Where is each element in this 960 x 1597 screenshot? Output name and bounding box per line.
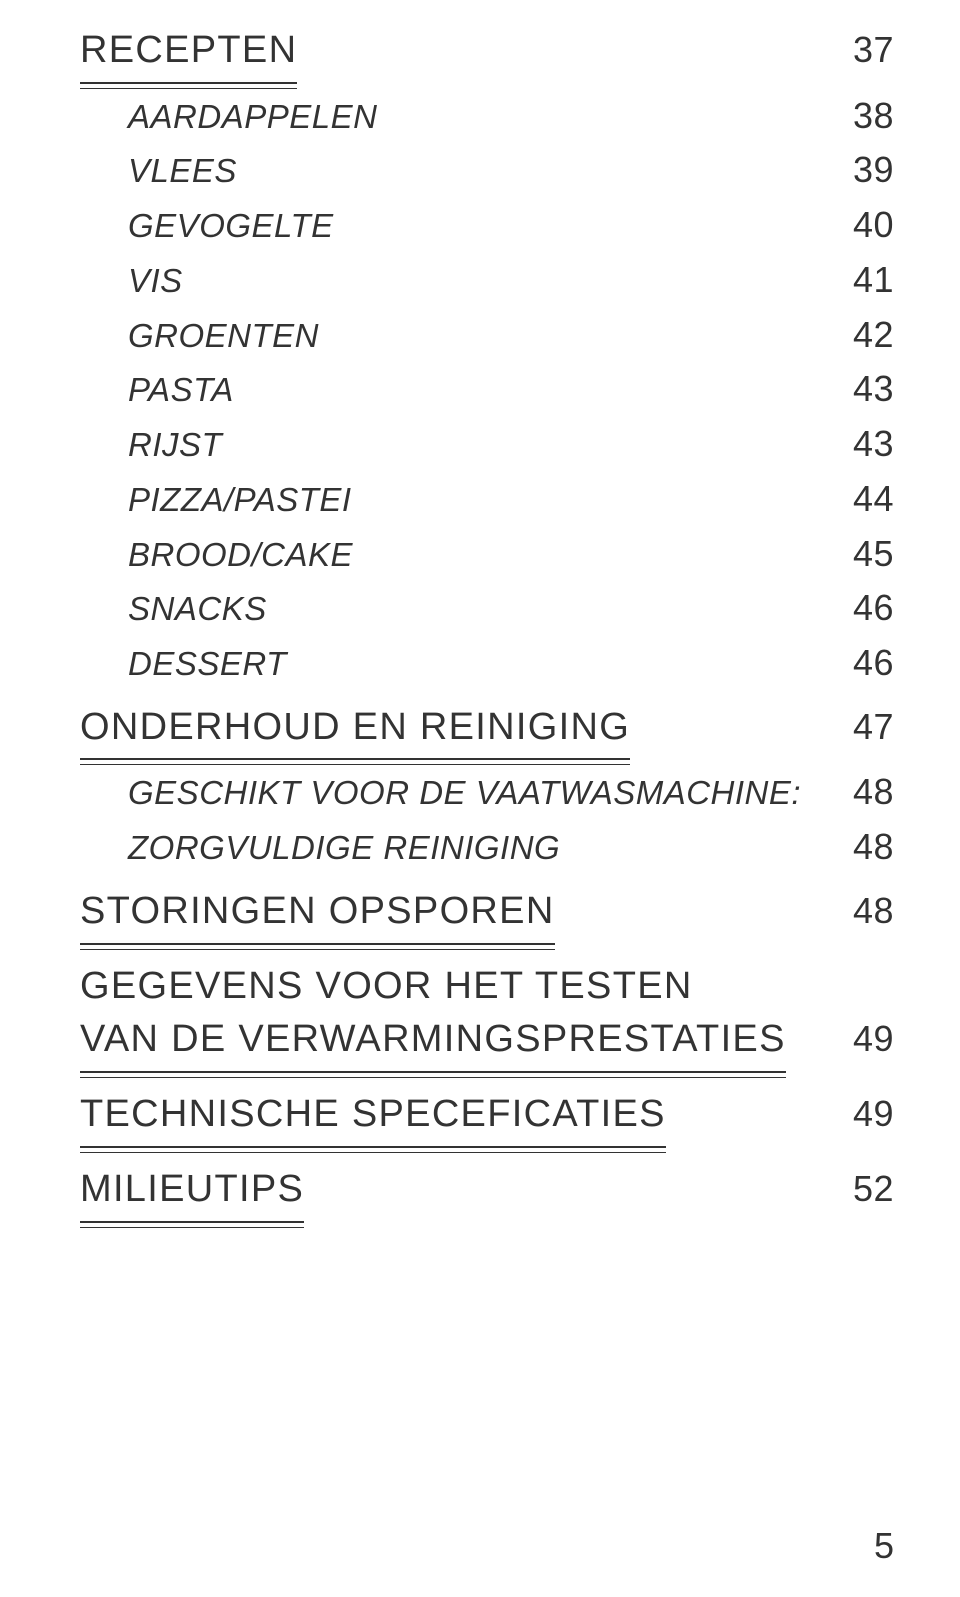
toc-sub-label: DESSERT <box>80 639 287 689</box>
toc-page-number: 48 <box>853 765 894 820</box>
toc-sub-row: GEVOGELTE 40 <box>80 198 894 253</box>
toc-page-number: 52 <box>853 1162 894 1217</box>
toc-section-label-wrap: VAN DE VERWARMINGSPRESTATIES <box>80 1011 786 1078</box>
toc-section-label-wrap: RECEPTEN <box>80 22 297 89</box>
toc-sub-row: GESCHIKT VOOR DE VAATWASMACHINE: 48 <box>80 765 894 820</box>
toc-page-number: 46 <box>853 581 894 636</box>
toc-section-row: MILIEUTIPS 52 <box>80 1161 894 1228</box>
toc-sub-label: AARDAPPELEN <box>80 92 377 142</box>
toc-section-label-wrap: MILIEUTIPS <box>80 1161 304 1228</box>
toc-sub-label: PIZZA/PASTEI <box>80 475 352 525</box>
toc-page-number: 43 <box>853 362 894 417</box>
toc-section-label: ONDERHOUD EN REINIGING <box>80 706 630 748</box>
toc-section-label-line2: VAN DE VERWARMINGSPRESTATIES <box>80 1011 786 1069</box>
toc-page-number: 48 <box>853 884 894 939</box>
toc-sub-label: SNACKS <box>80 584 267 634</box>
toc-sub-row: BROOD/CAKE 45 <box>80 527 894 582</box>
double-rule <box>80 82 297 89</box>
toc-sub-label: ZORGVULDIGE REINIGING <box>80 823 560 873</box>
toc-sub-row: DESSERT 46 <box>80 636 894 691</box>
toc-sub-row: VIS 41 <box>80 253 894 308</box>
toc-section-label-line1: GEGEVENS VOOR HET TESTEN <box>80 958 693 1016</box>
toc-page: RECEPTEN 37 AARDAPPELEN 38 VLEES 39 GEVO… <box>0 0 960 1597</box>
double-rule <box>80 758 630 765</box>
toc-page-number: 38 <box>853 89 894 144</box>
toc-page-number: 37 <box>853 23 894 78</box>
toc-section-label: TECHNISCHE SPECEFICATIES <box>80 1093 666 1135</box>
toc-page-number: 49 <box>853 1087 894 1142</box>
toc-section-label-wrap: STORINGEN OPSPOREN <box>80 883 555 950</box>
toc-sub-label: VIS <box>80 256 183 306</box>
toc-sub-row: SNACKS 46 <box>80 581 894 636</box>
toc-sub-row: PIZZA/PASTEI 44 <box>80 472 894 527</box>
double-rule <box>80 1146 666 1153</box>
toc-page-number: 40 <box>853 198 894 253</box>
toc-section-row: STORINGEN OPSPOREN 48 <box>80 883 894 950</box>
toc-page-number: 42 <box>853 308 894 363</box>
toc-sub-label: PASTA <box>80 365 234 415</box>
toc-page-number: 46 <box>853 636 894 691</box>
toc-section-row: ONDERHOUD EN REINIGING 47 <box>80 699 894 766</box>
double-rule <box>80 1071 786 1078</box>
toc-page-number: 43 <box>853 417 894 472</box>
toc-sub-row: PASTA 43 <box>80 362 894 417</box>
toc-section-row: RECEPTEN 37 <box>80 22 894 89</box>
toc-sub-row: RIJST 43 <box>80 417 894 472</box>
toc-sub-label: VLEES <box>80 146 237 196</box>
double-rule <box>80 1221 304 1228</box>
footer-page-number: 5 <box>874 1525 894 1567</box>
toc-page-number: 48 <box>853 820 894 875</box>
toc-sub-row: ZORGVULDIGE REINIGING 48 <box>80 820 894 875</box>
toc-section-label: MILIEUTIPS <box>80 1168 304 1210</box>
toc-sub-row: VLEES 39 <box>80 143 894 198</box>
toc-section-label: RECEPTEN <box>80 29 297 71</box>
toc-sub-label: GESCHIKT VOOR DE VAATWASMACHINE: <box>80 768 801 818</box>
toc-sub-label: GROENTEN <box>80 311 319 361</box>
toc-sub-row: GROENTEN 42 <box>80 308 894 363</box>
toc-section-label-wrap: ONDERHOUD EN REINIGING <box>80 699 630 766</box>
toc-section-label: STORINGEN OPSPOREN <box>80 890 555 932</box>
double-rule <box>80 943 555 950</box>
toc-section-row-multiline: GEGEVENS VOOR HET TESTEN VAN DE VERWARMI… <box>80 958 894 1079</box>
toc-page-number: 45 <box>853 527 894 582</box>
toc-page-number: 39 <box>853 143 894 198</box>
toc-page-number: 44 <box>853 472 894 527</box>
toc-section-row: TECHNISCHE SPECEFICATIES 49 <box>80 1086 894 1153</box>
toc-page-number: 47 <box>853 700 894 755</box>
toc-sub-label: RIJST <box>80 420 222 470</box>
toc-section-row: VAN DE VERWARMINGSPRESTATIES 49 <box>80 1011 894 1078</box>
toc-section-label-wrap: TECHNISCHE SPECEFICATIES <box>80 1086 666 1153</box>
toc-section-row: GEGEVENS VOOR HET TESTEN <box>80 958 894 1016</box>
toc-sub-row: AARDAPPELEN 38 <box>80 89 894 144</box>
toc-sub-label: GEVOGELTE <box>80 201 334 251</box>
toc-page-number: 41 <box>853 253 894 308</box>
toc-page-number: 49 <box>853 1012 894 1067</box>
toc-sub-label: BROOD/CAKE <box>80 530 353 580</box>
